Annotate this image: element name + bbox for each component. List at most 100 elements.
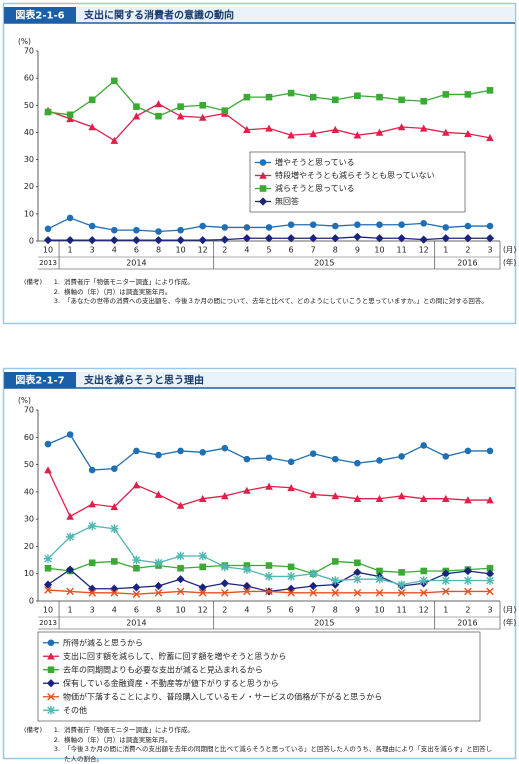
x-tick-label: 10 bbox=[374, 606, 384, 615]
data-point bbox=[110, 136, 119, 144]
data-point bbox=[154, 100, 163, 108]
data-point bbox=[88, 466, 96, 474]
data-point bbox=[486, 587, 494, 596]
legend-label: 減らそうと思っている bbox=[275, 183, 355, 193]
data-point bbox=[442, 494, 450, 502]
note-row: (備考) 1. 消費者庁「物価モニター調査」により作成。 bbox=[24, 278, 494, 288]
year-unit-label: (年) bbox=[503, 617, 516, 627]
data-point bbox=[287, 483, 295, 492]
data-point bbox=[463, 234, 472, 243]
legend-label: 特段増やそうとも減らそうとも思っていない bbox=[275, 170, 435, 180]
data-point bbox=[88, 589, 96, 597]
data-point bbox=[287, 563, 295, 571]
data-point bbox=[485, 569, 495, 578]
data-point bbox=[133, 103, 140, 110]
data-point bbox=[44, 108, 52, 116]
data-point bbox=[110, 589, 119, 597]
data-point bbox=[177, 447, 184, 455]
data-point bbox=[110, 584, 119, 593]
data-point bbox=[87, 521, 97, 531]
data-point bbox=[66, 512, 74, 520]
data-point bbox=[309, 589, 317, 597]
data-point bbox=[419, 124, 428, 132]
data-point bbox=[133, 447, 140, 455]
data-point bbox=[88, 123, 96, 131]
data-point bbox=[132, 555, 141, 565]
data-point bbox=[353, 589, 362, 597]
x-tick-label: 7 bbox=[311, 246, 316, 255]
x-tick-label: 8 bbox=[156, 246, 161, 255]
data-point bbox=[133, 226, 140, 234]
data-point bbox=[463, 576, 473, 585]
data-point bbox=[66, 214, 74, 222]
data-point bbox=[287, 131, 295, 139]
y-tick-label: 30 bbox=[24, 155, 34, 164]
data-point bbox=[88, 96, 96, 104]
data-point bbox=[65, 532, 75, 542]
data-point bbox=[243, 125, 251, 134]
data-point bbox=[442, 91, 450, 98]
legend-marker bbox=[258, 197, 268, 206]
data-point bbox=[397, 580, 406, 589]
x-tick-label: 11 bbox=[397, 246, 407, 255]
data-point bbox=[199, 101, 206, 109]
y-tick-label: 60 bbox=[24, 74, 34, 83]
data-point bbox=[397, 492, 406, 500]
legend-label: その他 bbox=[63, 705, 87, 715]
x-tick-label: 2 bbox=[465, 606, 470, 615]
data-point bbox=[441, 576, 451, 585]
note-text: 「あなたの世帯の消費への支出額を、今後３か月の間について、去年と比べて、どのよう… bbox=[64, 297, 488, 305]
y-tick-label: 40 bbox=[24, 487, 34, 496]
note-number: 3. bbox=[53, 745, 60, 753]
legend-marker bbox=[47, 666, 55, 674]
data-point bbox=[486, 496, 494, 504]
data-point bbox=[420, 220, 428, 227]
legend-marker bbox=[47, 639, 55, 647]
data-point bbox=[264, 234, 274, 243]
legend-label: 保有している金融資産・不動産等が値下がりすると思うから bbox=[63, 678, 279, 688]
data-point bbox=[176, 575, 185, 584]
data-point bbox=[221, 107, 229, 115]
data-point bbox=[287, 458, 295, 466]
x-tick-label: 12 bbox=[419, 246, 429, 255]
data-point bbox=[132, 583, 141, 592]
legend-box bbox=[37, 631, 481, 722]
legend-marker bbox=[46, 679, 56, 688]
legend-marker bbox=[46, 705, 56, 715]
data-point bbox=[176, 236, 185, 245]
data-point bbox=[44, 564, 52, 572]
x-tick-label: 2 bbox=[222, 606, 227, 615]
data-point bbox=[155, 451, 162, 459]
data-point bbox=[265, 124, 273, 132]
data-point bbox=[88, 222, 96, 230]
header-label-bg bbox=[4, 372, 76, 388]
data-point bbox=[243, 93, 251, 101]
chart: 図表2-1-6 支出に関する消費者の意識の動向 (%) 0 10 20 30 40 50 60 70… bbox=[2, 2, 516, 325]
x-tick-label: 10 bbox=[176, 606, 186, 615]
data-point bbox=[353, 131, 362, 139]
legend-marker bbox=[259, 185, 267, 192]
note-text: 消費者庁「物価モニター調査」により作成。 bbox=[64, 278, 194, 286]
x-tick-label: 12 bbox=[419, 606, 429, 615]
x-tick-label: 8 bbox=[156, 606, 161, 615]
data-point bbox=[309, 93, 317, 101]
notes-heading: (備考) bbox=[24, 726, 43, 734]
data-point bbox=[332, 222, 339, 230]
year-label: 2014 bbox=[126, 259, 146, 268]
data-point bbox=[110, 236, 119, 245]
data-point bbox=[420, 567, 427, 575]
data-point bbox=[265, 93, 273, 101]
data-point bbox=[177, 103, 184, 110]
data-point bbox=[486, 222, 494, 230]
data-point bbox=[486, 447, 494, 455]
data-point bbox=[265, 482, 273, 490]
data-point bbox=[286, 572, 296, 581]
y-tick-label: 0 bbox=[29, 237, 34, 246]
x-tick-label: 1 bbox=[68, 246, 73, 255]
data-point bbox=[398, 453, 405, 460]
x-unit-label: (月) bbox=[503, 605, 516, 614]
data-point bbox=[420, 97, 427, 105]
x-tick-label: 10 bbox=[43, 246, 53, 255]
data-point bbox=[110, 524, 119, 533]
x-tick-label: 10 bbox=[43, 606, 53, 615]
